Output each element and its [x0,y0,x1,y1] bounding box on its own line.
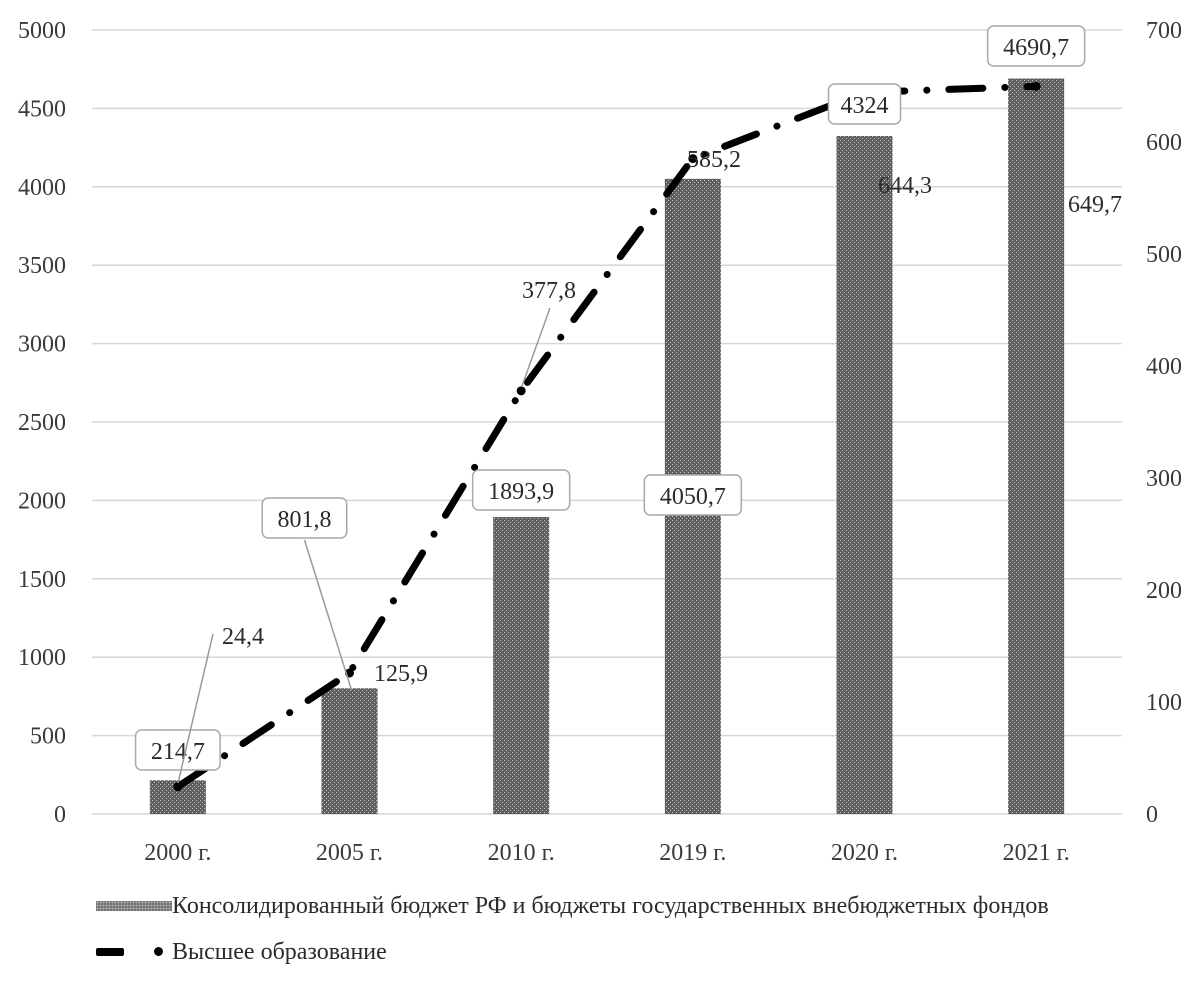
y-left-tick-label: 3000 [18,332,66,358]
x-tick-label: 2019 г. [659,840,726,866]
bar-value-label-box [471,469,571,511]
x-tick-label: 2005 г. [316,840,383,866]
legend-item-bar: Консолидированный бюджет РФ и бюджеты го… [96,890,1186,922]
bar-value-label: 1893,9 [488,479,554,505]
x-axis: 2000 г. 2005 г. 2010 г. 2019 г. 2020 г. 2021 … [144,840,1069,866]
bar-value-label-box [134,729,221,771]
left-axis: 0 500 1000 1500 2000 2500 3000 3500 4000 4500 5000 [18,18,66,828]
y-right-tick-label: 700 [1146,18,1182,44]
bar-value-label: 4050,7 [660,484,726,510]
y-right-tick-label: 0 [1146,802,1158,828]
bar-value-label: 214,7 [151,739,205,765]
bar-value-label-box [986,25,1086,67]
gridlines [92,29,1122,815]
legend: Консолидированный бюджет РФ и бюджеты го… [96,890,1186,968]
bar-series [149,78,1065,815]
y-right-tick-label: 500 [1146,242,1182,268]
x-tick-label: 2020 г. [831,840,898,866]
line-value-label: 24,4 [222,624,264,650]
y-right-tick-label: 300 [1146,466,1182,492]
line-point [516,386,526,396]
legend-bar-label: Консолидированный бюджет РФ и бюджеты го… [172,893,1049,919]
right-axis: 0 100 200 300 400 500 600 700 [1146,18,1182,828]
bar-value-label-box [643,474,743,516]
bar [321,688,378,814]
line-value-label: 125,9 [374,661,428,687]
bar-value-label-box [827,83,902,125]
y-right-tick-label: 200 [1146,578,1182,604]
bar-value-label: 801,8 [278,507,332,533]
line-value-label: 644,3 [878,173,932,199]
y-left-tick-label: 2000 [18,488,66,514]
leader-line [177,633,214,784]
x-tick-label: 2021 г. [1003,840,1070,866]
y-left-tick-label: 3500 [18,253,66,279]
line-point [173,782,183,792]
legend-line-label: Высшее образование [172,939,387,965]
line-value-label: 377,8 [522,278,576,304]
line-value-label: 649,7 [1068,192,1122,218]
line-value-label: 585,2 [687,147,741,173]
x-tick-label: 2000 г. [144,840,211,866]
bar-value-label: 4690,7 [1003,35,1069,61]
bar-value-label-box [261,497,348,539]
y-left-tick-label: 4500 [18,96,66,122]
y-right-tick-label: 600 [1146,130,1182,156]
bar [836,135,893,814]
line-point [688,154,698,164]
bar-value-label: 4324 [841,93,889,119]
legend-bar-swatch [96,890,172,922]
y-left-tick-label: 5000 [18,18,66,44]
bar [493,517,550,814]
y-left-tick-label: 4000 [18,175,66,201]
y-left-tick-label: 1000 [18,645,66,671]
y-left-tick-label: 500 [30,724,66,750]
chart: 0500100015002000250030003500400045005000… [18,18,1182,866]
leader-line [521,307,551,387]
y-left-tick-label: 1500 [18,567,66,593]
bar [1008,78,1065,815]
y-left-tick-label: 2500 [18,410,66,436]
y-right-tick-label: 400 [1146,354,1182,380]
y-left-tick-label: 0 [54,802,66,828]
leader-line [303,539,353,691]
y-right-tick-label: 100 [1146,690,1182,716]
legend-line-swatch [96,942,172,962]
legend-item-line: Высшее образование [96,936,1186,968]
data-labels: 214,7 801,8 1893,9 4050,7 4324 4690,7 24,4 125,… [134,25,1122,784]
line-point [1031,81,1041,91]
x-tick-label: 2010 г. [488,840,555,866]
